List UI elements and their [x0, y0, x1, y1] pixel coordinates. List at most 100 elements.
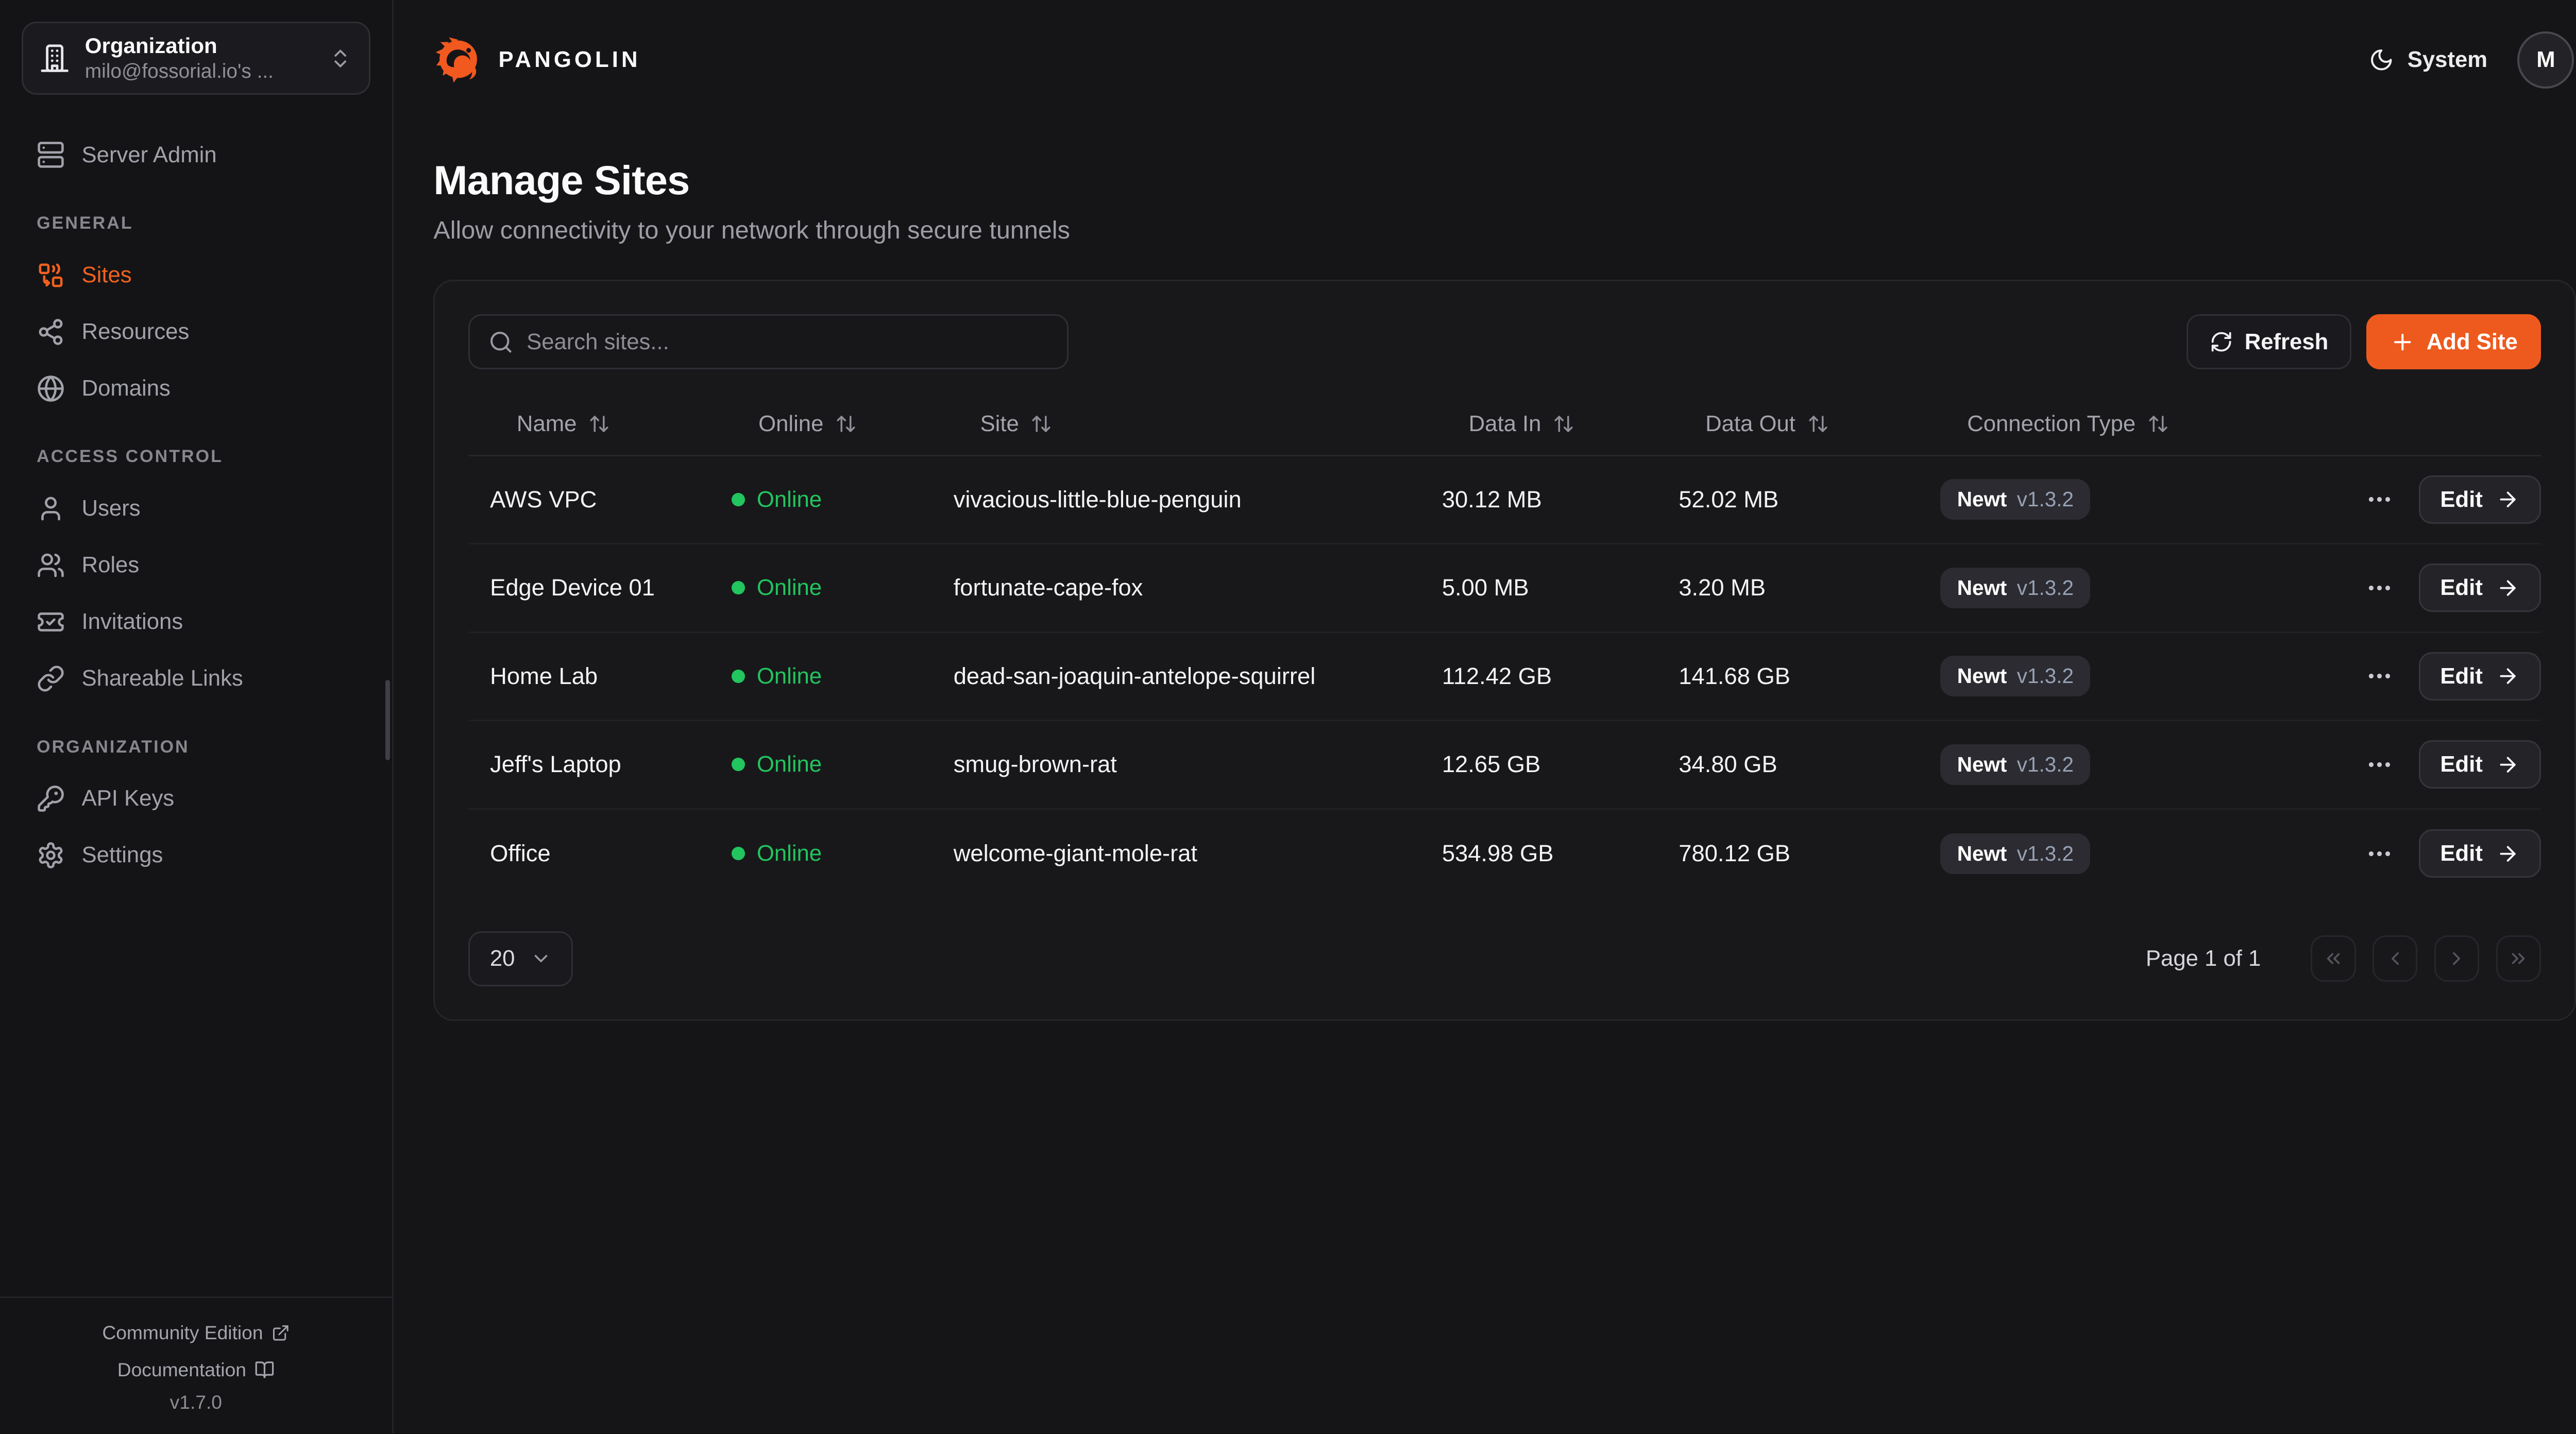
column-header-name[interactable]: Name [468, 411, 710, 437]
sidebar-item-label: Domains [81, 375, 171, 401]
edit-site-button[interactable]: Edit [2418, 829, 2541, 878]
sidebar-item-shareable-links[interactable]: Shareable Links [22, 654, 370, 704]
moon-icon [2371, 49, 2392, 71]
online-status-dot [732, 492, 745, 506]
search-box [468, 314, 1069, 370]
edit-site-button[interactable]: Edit [2418, 652, 2541, 701]
arrow-right-icon [2500, 491, 2516, 507]
sidebar-scrollbar-thumb[interactable] [385, 680, 391, 760]
sidebar-section-general: GENERAL [37, 213, 133, 233]
online-status-dot [732, 669, 745, 683]
theme-toggle-button[interactable]: System [2369, 47, 2487, 73]
arrow-right-icon [2500, 580, 2516, 596]
sidebar-item-sites[interactable]: Sites [22, 250, 370, 300]
sidebar-item-invitations[interactable]: Invitations [22, 597, 370, 647]
sort-icon [837, 415, 855, 432]
sort-icon [590, 415, 608, 432]
arrow-right-icon [2500, 846, 2516, 862]
book-open-icon [255, 1361, 274, 1378]
row-menu-button[interactable] [2362, 482, 2397, 517]
column-header-data-in[interactable]: Data In [1420, 411, 1657, 437]
page-size-select[interactable]: 20 [468, 931, 573, 986]
sidebar-item-api-keys[interactable]: API Keys [22, 774, 370, 824]
column-header-data-out[interactable]: Data Out [1657, 411, 1919, 437]
first-page-button[interactable] [2311, 935, 2356, 982]
brand: PANGOLIN [433, 35, 640, 85]
sort-icon [1809, 415, 1827, 432]
link-icon [38, 665, 64, 692]
site-name-cell: Office [490, 840, 551, 867]
data-in-cell: 5.00 MB [1442, 574, 1529, 601]
ellipsis-icon [2368, 585, 2391, 590]
chevron-down-icon [534, 955, 547, 963]
site-status-cell: Online [710, 663, 931, 689]
data-in-cell: 30.12 MB [1442, 486, 1542, 513]
sort-icon [2149, 415, 2167, 432]
sidebar-item-label: Sites [81, 262, 132, 288]
community-edition-link[interactable]: Community Edition [13, 1314, 379, 1351]
sort-icon [1554, 415, 1573, 432]
table-row: Office Online welcome-giant-mole-rat 534… [468, 810, 2541, 898]
sites-card: Refresh Add Site Name Online Site Data I… [433, 279, 2576, 1021]
online-status-dot [732, 847, 745, 861]
plus-icon [2394, 333, 2411, 351]
site-status-cell: Online [710, 841, 931, 866]
site-name-cell: Jeff's Laptop [490, 751, 621, 778]
site-id-cell: dead-san-joaquin-antelope-squirrel [953, 662, 1316, 689]
ellipsis-icon [2368, 762, 2391, 767]
table-body: AWS VPC Online vivacious-little-blue-pen… [468, 456, 2541, 898]
user-avatar[interactable]: M [2517, 31, 2574, 89]
org-selector[interactable]: Organization milo@fossorial.io's ... [22, 22, 370, 95]
site-status-cell: Online [710, 487, 931, 513]
search-icon [490, 331, 512, 353]
edit-site-button[interactable]: Edit [2418, 740, 2541, 789]
sidebar-item-users[interactable]: Users [22, 484, 370, 534]
data-out-cell: 141.68 GB [1679, 662, 1790, 689]
sidebar-section-organization: ORGANIZATION [37, 737, 190, 757]
documentation-link[interactable]: Documentation [13, 1351, 379, 1388]
connection-type-cell: Newt v1.3.2 [1919, 744, 2319, 785]
row-menu-button[interactable] [2362, 747, 2397, 782]
sort-icon [1032, 415, 1050, 432]
page-subtitle: Allow connectivity to your network throu… [433, 216, 1070, 244]
sidebar-item-label: Invitations [81, 609, 183, 635]
table-row: AWS VPC Online vivacious-little-blue-pen… [468, 456, 2541, 545]
last-page-button[interactable] [2496, 935, 2541, 982]
site-name-cell: Edge Device 01 [490, 574, 655, 601]
app-version: v1.7.0 [170, 1391, 223, 1413]
row-menu-button[interactable] [2362, 570, 2397, 605]
server-icon [38, 142, 64, 168]
next-page-button[interactable] [2434, 935, 2480, 982]
add-site-button[interactable]: Add Site [2366, 314, 2541, 370]
row-menu-button[interactable] [2362, 659, 2397, 694]
sidebar-item-roles[interactable]: Roles [22, 540, 370, 590]
table-row: Jeff's Laptop Online smug-brown-rat 12.6… [468, 721, 2541, 810]
site-id-cell: smug-brown-rat [953, 751, 1117, 778]
sidebar: Organization milo@fossorial.io's ... Ser… [0, 0, 394, 1433]
sidebar-item-settings[interactable]: Settings [22, 830, 370, 880]
edit-site-button[interactable]: Edit [2418, 564, 2541, 612]
column-header-site[interactable]: Site [932, 411, 1420, 437]
sidebar-item-resources[interactable]: Resources [22, 307, 370, 357]
sites-icon [39, 263, 63, 287]
site-status-cell: Online [710, 752, 931, 777]
refresh-button[interactable]: Refresh [2186, 314, 2352, 370]
chevrons-up-down-icon [334, 49, 346, 67]
sidebar-item-domains[interactable]: Domains [22, 364, 370, 414]
data-out-cell: 34.80 GB [1679, 751, 1777, 778]
edit-site-button[interactable]: Edit [2418, 475, 2541, 524]
site-id-cell: fortunate-cape-fox [953, 574, 1143, 601]
site-status-cell: Online [710, 575, 931, 601]
online-status-label: Online [756, 486, 822, 512]
column-header-connection-type[interactable]: Connection Type [1919, 411, 2319, 437]
ellipsis-icon [2368, 674, 2391, 679]
gear-icon [39, 842, 63, 868]
search-input[interactable] [527, 329, 1049, 355]
connection-type-badge: Newt v1.3.2 [1940, 744, 2091, 785]
column-header-online[interactable]: Online [710, 411, 931, 437]
sidebar-item-server-admin[interactable]: Server Admin [22, 130, 370, 180]
connection-type-cell: Newt v1.3.2 [1919, 479, 2319, 520]
sidebar-item-label: Resources [81, 319, 190, 345]
previous-page-button[interactable] [2372, 935, 2418, 982]
row-menu-button[interactable] [2362, 836, 2397, 871]
